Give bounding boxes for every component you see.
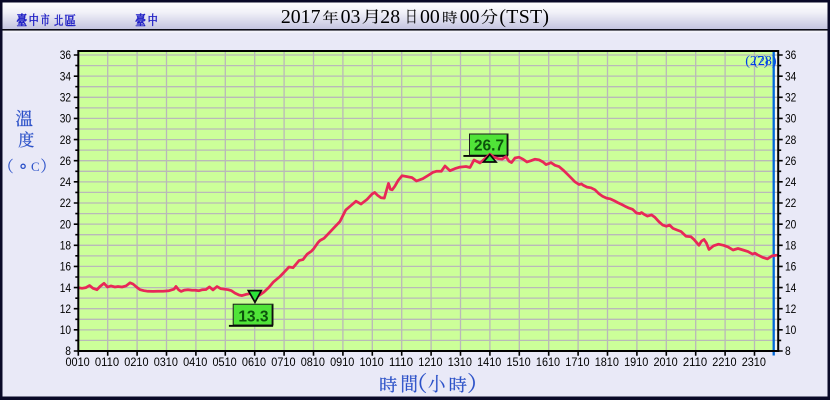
svg-text:28: 28: [380, 6, 400, 28]
svg-text:24: 24: [785, 176, 797, 189]
svg-text:36: 36: [60, 49, 71, 62]
svg-text:0010: 0010: [66, 355, 90, 369]
svg-text:18: 18: [785, 240, 796, 253]
svg-text:00: 00: [420, 6, 440, 28]
svg-text:22: 22: [785, 197, 796, 210]
svg-text:0810: 0810: [301, 355, 325, 369]
svg-text:0210: 0210: [124, 355, 148, 369]
svg-text:26.7: 26.7: [474, 138, 504, 155]
svg-text:34: 34: [785, 70, 797, 83]
svg-text:32: 32: [60, 92, 71, 105]
svg-text:10: 10: [785, 324, 797, 337]
svg-text:0410: 0410: [183, 355, 207, 369]
svg-text:1810: 1810: [595, 355, 619, 369]
svg-text:8: 8: [785, 345, 791, 358]
svg-text:1610: 1610: [536, 355, 560, 369]
svg-text:16: 16: [60, 261, 71, 274]
svg-text:1310: 1310: [448, 355, 472, 369]
svg-text:2010: 2010: [654, 355, 678, 369]
svg-text:1110: 1110: [389, 355, 413, 369]
svg-text:0110: 0110: [95, 355, 119, 369]
svg-text:14: 14: [60, 282, 72, 295]
svg-text:12: 12: [785, 303, 796, 316]
svg-text:1210: 1210: [418, 355, 442, 369]
svg-text:26: 26: [785, 155, 796, 168]
svg-text:16: 16: [785, 261, 796, 274]
svg-text:C: C: [31, 159, 40, 174]
svg-text:20: 20: [60, 218, 72, 231]
svg-text:(TST): (TST): [499, 6, 549, 28]
svg-text:0310: 0310: [154, 355, 178, 369]
svg-text:2110: 2110: [683, 355, 707, 369]
svg-text:28: 28: [785, 134, 796, 147]
svg-text:(28): (28): [753, 54, 777, 69]
svg-text:20: 20: [785, 218, 797, 231]
svg-text:12: 12: [60, 303, 71, 316]
svg-text:28: 28: [60, 134, 71, 147]
svg-text:34: 34: [60, 70, 72, 83]
svg-text:32: 32: [785, 92, 796, 105]
svg-text:(27): (27): [745, 54, 769, 69]
svg-text:03: 03: [341, 6, 361, 28]
svg-text:36: 36: [785, 49, 796, 62]
svg-text:10: 10: [60, 324, 72, 337]
svg-text:2310: 2310: [742, 355, 766, 369]
svg-text:2017: 2017: [281, 6, 321, 28]
svg-text:00: 00: [460, 6, 480, 28]
svg-text:0910: 0910: [330, 355, 354, 369]
svg-text:0510: 0510: [213, 355, 237, 369]
svg-text:26: 26: [60, 155, 71, 168]
svg-text:30: 30: [785, 113, 797, 126]
svg-text:24: 24: [60, 176, 72, 189]
svg-text:1510: 1510: [507, 355, 531, 369]
svg-text:1410: 1410: [477, 355, 501, 369]
svg-text:0610: 0610: [242, 355, 266, 369]
svg-text:22: 22: [60, 197, 71, 210]
svg-text:13.3: 13.3: [238, 308, 269, 325]
svg-text:8: 8: [65, 345, 71, 358]
svg-text:14: 14: [785, 282, 797, 295]
svg-text:2210: 2210: [712, 355, 736, 369]
svg-text:1710: 1710: [565, 355, 589, 369]
svg-text:18: 18: [60, 240, 71, 253]
svg-text:0710: 0710: [271, 355, 295, 369]
svg-text:1910: 1910: [624, 355, 648, 369]
svg-text:1010: 1010: [360, 355, 384, 369]
svg-text:30: 30: [60, 113, 72, 126]
